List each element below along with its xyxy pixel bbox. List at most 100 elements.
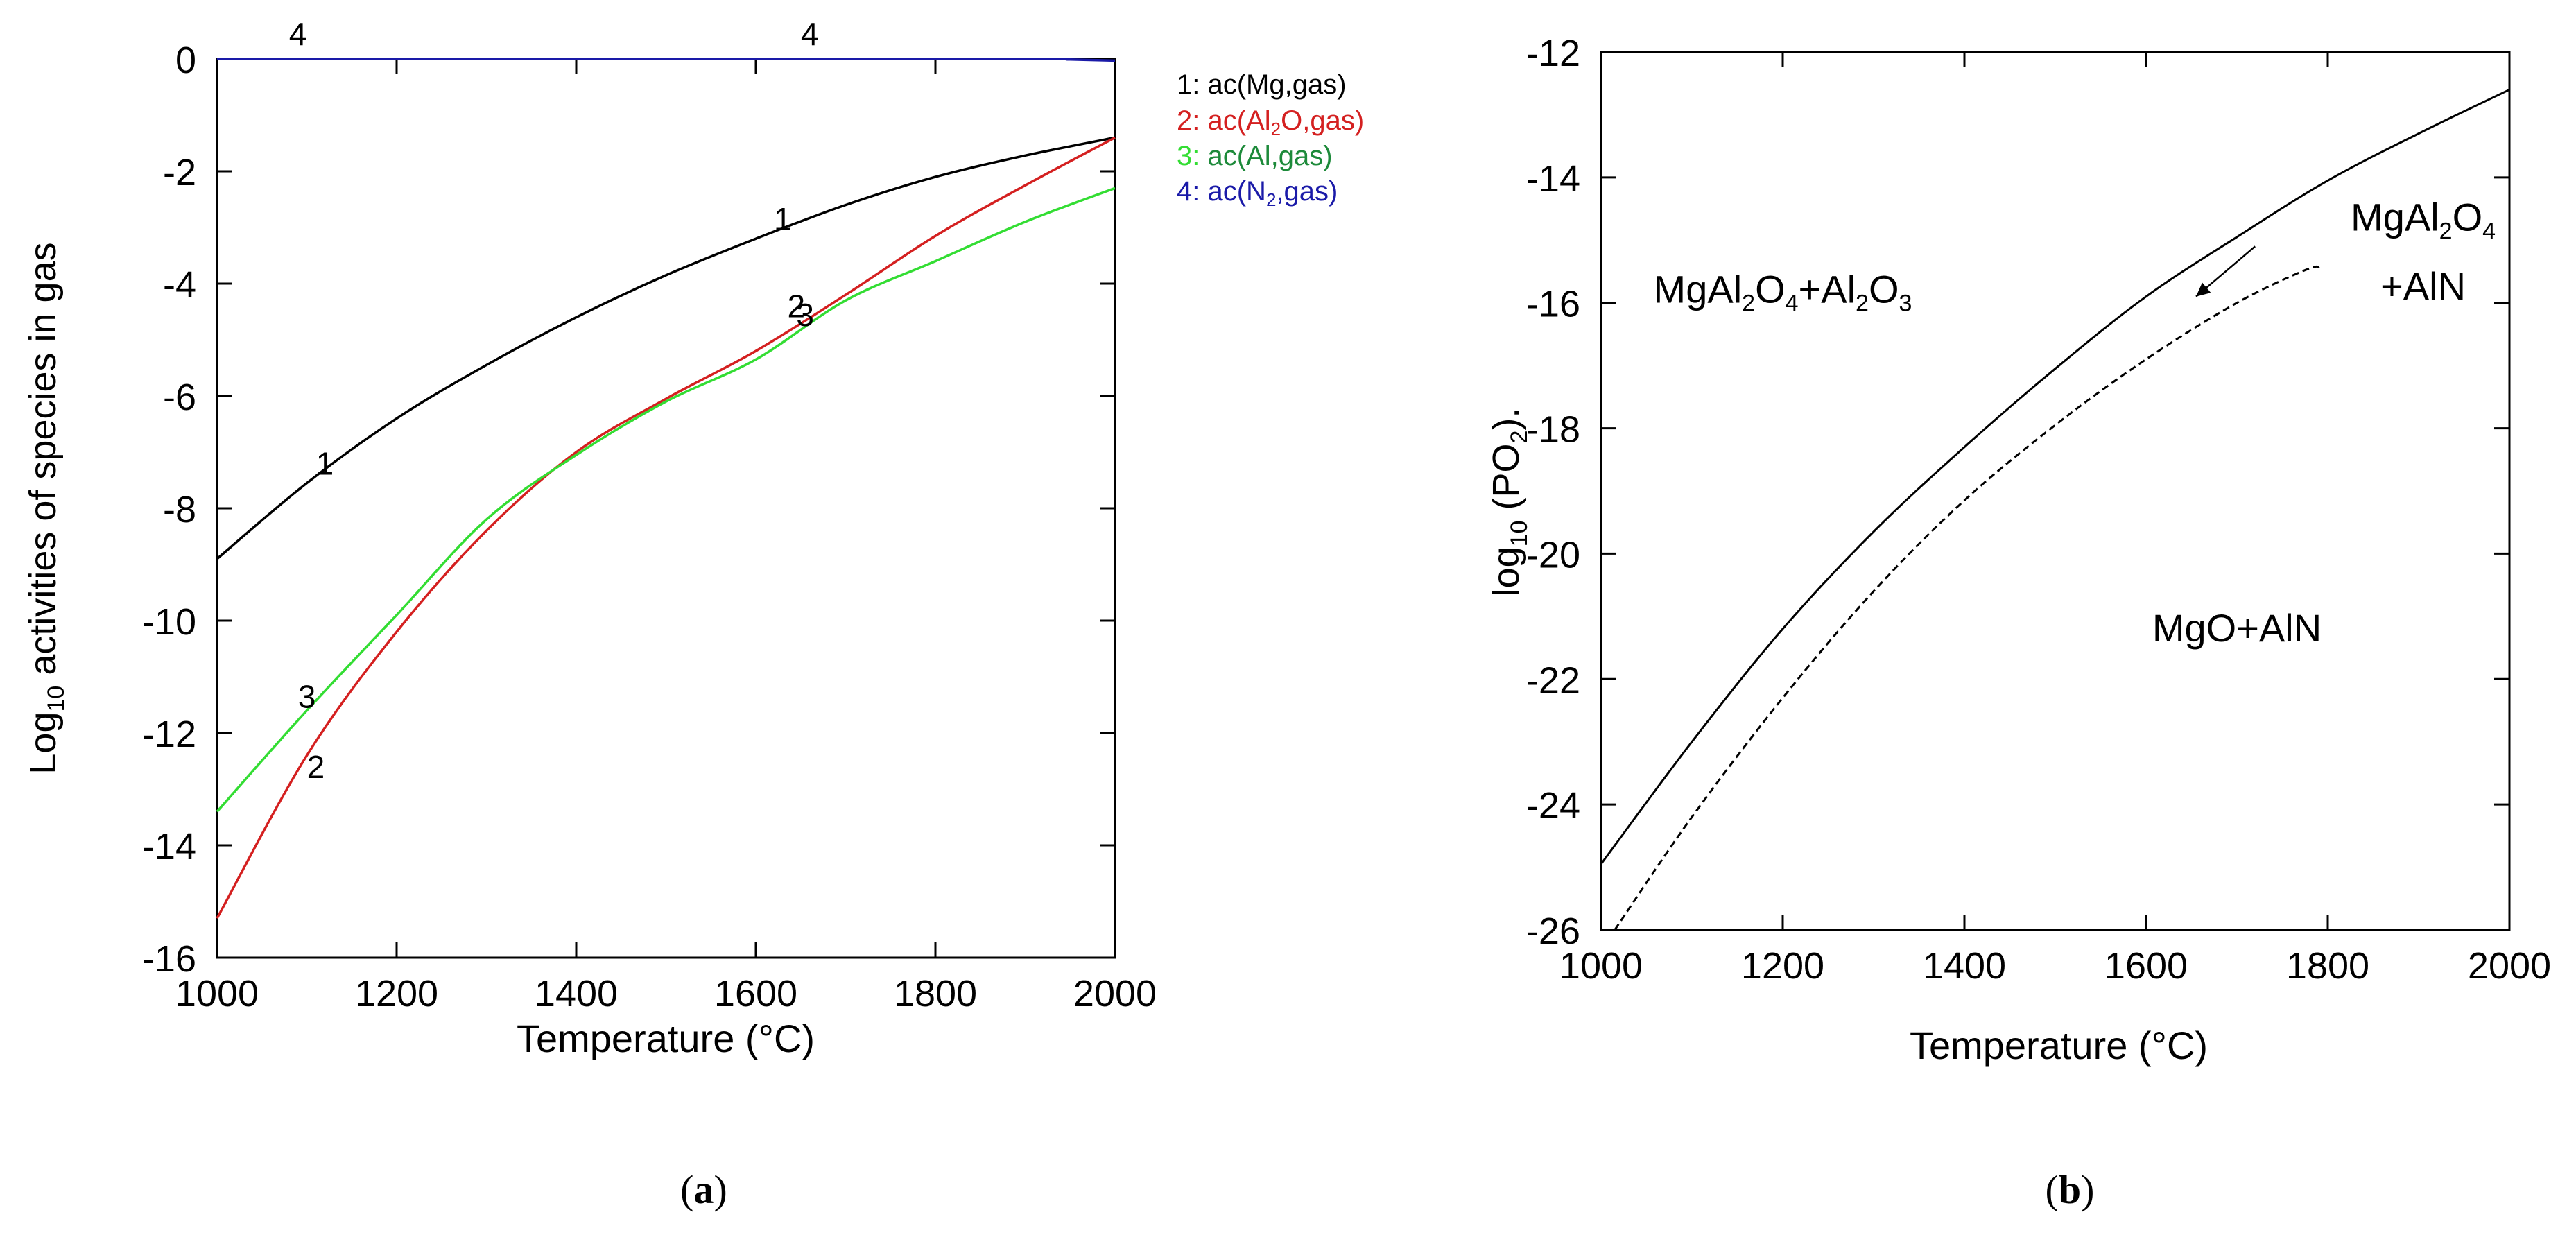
panel-b-y-axis-title-subscript: 10 bbox=[1506, 521, 1532, 547]
panel-a-series bbox=[216, 58, 1116, 919]
region-label-1-post: +Al bbox=[1799, 268, 1856, 311]
panel-a-x-axis-title: Temperature (°C) bbox=[517, 1017, 815, 1060]
panel-b-y-tick-label: -12 bbox=[1526, 33, 1580, 74]
region-label-3-mid: O bbox=[2453, 196, 2483, 239]
panel-a-plot-frame bbox=[216, 58, 1116, 959]
panel-a-y-tick-label: -10 bbox=[142, 601, 196, 643]
panel-a-y-axis-title-subscript: 10 bbox=[43, 686, 69, 712]
region-label-2: MgO+AlN bbox=[2152, 606, 2322, 650]
panel-a-y-tick-label: -2 bbox=[163, 152, 196, 193]
series-4-line bbox=[217, 58, 1116, 62]
panel-a-y-axis-title-prefix: Log bbox=[22, 712, 64, 775]
panel-a-x-tick-label: 1000 bbox=[175, 973, 259, 1014]
legend-entry-4-label-pre: ac(N bbox=[1207, 176, 1265, 207]
panel-b-x-tick-label: 1600 bbox=[2104, 945, 2188, 987]
region-label-1-sub3: 2 bbox=[1856, 291, 1869, 317]
legend-entry-2-colon: : bbox=[1192, 105, 1207, 136]
region-label-1-sub2: 4 bbox=[1786, 291, 1799, 317]
panel-b-y-axis-title: log10 (PO2). bbox=[1485, 408, 1532, 597]
panel-a-x-tick-label: 1400 bbox=[535, 973, 618, 1014]
legend-entry-3-number: 3 bbox=[1177, 141, 1192, 171]
legend-entry-2-number: 2 bbox=[1177, 105, 1192, 136]
series-1-line bbox=[216, 136, 1116, 560]
series-label-4: 4 bbox=[801, 16, 819, 52]
panel-b-caption-letter: b bbox=[2059, 1167, 2081, 1212]
panel-a-caption-letter: a bbox=[694, 1167, 714, 1212]
panel-b-plot-frame bbox=[1600, 51, 2511, 931]
legend-entry-4-colon: : bbox=[1192, 176, 1207, 207]
panel-b-y-tick-label: -26 bbox=[1526, 910, 1580, 952]
boundary-dashed-line bbox=[1614, 265, 2320, 931]
panel-b-x-tick-label: 1400 bbox=[1923, 945, 2006, 987]
legend-entry-3: 3: ac(Al,gas) bbox=[1177, 141, 1333, 171]
panel-a-legend: 1: ac(Mg,gas) 2: ac(Al2O,gas) 3: ac(Al,g… bbox=[1177, 69, 1364, 210]
panel-b-y-axis-title-pre: (PO bbox=[1485, 444, 1527, 521]
legend-entry-4-number: 4 bbox=[1177, 176, 1192, 207]
series-label-1: 1 bbox=[316, 445, 334, 481]
panel-a-y-axis-title: Log10 activities of species in gas bbox=[22, 242, 69, 774]
panel-b-y-axis-title-prefix: log bbox=[1485, 546, 1527, 596]
panel-a-caption-close: ) bbox=[714, 1167, 727, 1212]
region-label-1-sub1: 2 bbox=[1742, 291, 1755, 317]
panel-a-caption-open: ( bbox=[680, 1167, 693, 1212]
panel-a-y-tick-label: -12 bbox=[142, 714, 196, 755]
panel-b-y-tick-label: -22 bbox=[1526, 659, 1580, 701]
panel-a-y-tick-label: -8 bbox=[163, 489, 196, 530]
panel-b-x-tick-label: 2000 bbox=[2468, 945, 2551, 987]
panel-b-chart: 1000 1200 1400 1600 1800 2000 -12 -14 -16 -18 -20 -… bbox=[1485, 33, 2551, 1212]
panel-a-y-tick-label: 0 bbox=[175, 40, 196, 81]
series-label-3: 3 bbox=[298, 679, 316, 715]
series-label-1: 1 bbox=[774, 201, 792, 237]
panel-b-caption: (b) bbox=[2046, 1167, 2095, 1212]
legend-entry-2-label-pre: ac(Al bbox=[1207, 105, 1270, 136]
region-label-3-pre: MgAl bbox=[2351, 196, 2439, 239]
series-3-line bbox=[216, 187, 1116, 813]
panel-a-y-tick-label: -16 bbox=[142, 938, 196, 980]
panel-b-caption-open: ( bbox=[2046, 1167, 2059, 1212]
legend-entry-3-colon: : bbox=[1192, 141, 1207, 171]
legend-entry-4-label-post: ,gas) bbox=[1276, 176, 1338, 207]
panel-b-y-tick-label: -16 bbox=[1526, 284, 1580, 325]
panel-a-ticks: 1000 1200 1400 1600 1800 2000 0 -2 -4 -6 -8 -10 -12 -… bbox=[142, 40, 1157, 1014]
region-label-1: MgAl2O4+Al2O3 bbox=[1654, 268, 1912, 317]
panel-a-y-tick-label: -6 bbox=[163, 377, 196, 418]
legend-entry-3-label: ac(Al,gas) bbox=[1207, 141, 1332, 171]
panel-b-x-tick-label: 1000 bbox=[1559, 945, 1643, 987]
region-label-3: MgAl2O4 bbox=[2351, 196, 2496, 245]
legend-entry-1-number: 1 bbox=[1177, 69, 1192, 100]
legend-entry-2: 2: ac(Al2O,gas) bbox=[1177, 105, 1364, 139]
panel-a-x-tick-label: 1600 bbox=[714, 973, 797, 1014]
series-label-3: 3 bbox=[796, 297, 814, 333]
legend-entry-4-label-sub: 2 bbox=[1266, 189, 1276, 210]
panel-b-y-tick-label: -18 bbox=[1526, 409, 1580, 451]
panel-b-y-tick-label: -24 bbox=[1526, 785, 1580, 827]
panel-b-y-tick-label: -20 bbox=[1526, 534, 1580, 576]
panel-b-y-axis-title-post: ). bbox=[1485, 408, 1527, 431]
panel-a-x-tick-label: 2000 bbox=[1073, 973, 1157, 1014]
legend-entry-1-label: ac(Mg,gas) bbox=[1207, 69, 1346, 100]
panel-b-ticks: 1000 1200 1400 1600 1800 2000 -12 -14 -16 -18 -20 -… bbox=[1526, 33, 2551, 987]
panel-b-y-tick-label: -14 bbox=[1526, 158, 1580, 200]
region-label-3-sub1: 2 bbox=[2439, 218, 2453, 245]
panel-b-x-tick-label: 1800 bbox=[2286, 945, 2369, 987]
panel-b-series bbox=[1600, 88, 2510, 931]
legend-entry-2-label-sub: 2 bbox=[1271, 119, 1281, 139]
panel-b-y-axis-title-subscript-2: 2 bbox=[1506, 431, 1532, 444]
panel-a-y-axis-title-suffix: activities of species in gas bbox=[22, 242, 64, 685]
region-label-1-mid: O bbox=[1755, 268, 1786, 311]
panel-a-x-tick-label: 1800 bbox=[894, 973, 977, 1014]
legend-entry-4: 4: ac(N2,gas) bbox=[1177, 176, 1338, 210]
legend-entry-2-label-post: O,gas) bbox=[1281, 105, 1364, 136]
direction-arrow-head bbox=[2196, 282, 2211, 297]
panel-a-caption: (a) bbox=[680, 1167, 727, 1212]
panel-a-chart: 1000 1200 1400 1600 1800 2000 0 -2 -4 -6 -8 -10 -12 -… bbox=[22, 16, 1364, 1212]
region-label-4: +AlN bbox=[2380, 264, 2466, 308]
legend-entry-1-colon: : bbox=[1192, 69, 1207, 100]
series-label-2: 2 bbox=[787, 288, 805, 325]
region-label-1-end: O bbox=[1869, 268, 1899, 311]
region-label-3-sub2: 4 bbox=[2482, 218, 2496, 245]
legend-entry-1: 1: ac(Mg,gas) bbox=[1177, 69, 1347, 100]
